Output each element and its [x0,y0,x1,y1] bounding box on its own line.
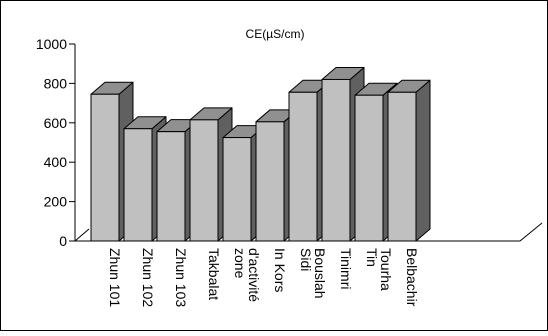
bar [189,107,233,242]
y-tick-label: 1000 [36,36,67,52]
y-tick-label: 800 [44,75,68,91]
x-tick-labels: Zhun 101 Zhun 102 Zhun 103 Takbalat zoned'ac… [107,248,420,307]
x-tick-label: Tin [364,248,380,267]
x-tick-label: Bouslah [312,248,328,299]
y-tick-label: 600 [44,115,68,131]
x-tick-label: Tinimri [338,248,354,289]
bar-front [123,128,153,242]
x-tick-label: Sidi [298,248,314,271]
x-tick-label: In Kors [272,248,288,292]
bars [90,66,431,242]
x-tick-label: Zhun 101 [107,248,123,307]
x-tick-label: zone [232,248,248,279]
bar-front [90,93,120,242]
chart-title: CE(µS/cm) [246,27,305,41]
floor-depth-line [74,228,90,242]
bar-front [288,91,318,242]
y-tick-label: 0 [59,233,67,249]
x-tick-label: Takbalat [206,248,222,300]
x-tick-label: Belbachir [404,248,420,307]
bar-front [255,121,285,242]
bar-front [354,94,384,242]
y-tick-labels: 0 200 400 600 800 1000 [36,36,67,249]
x-tick-label: Zhun 102 [140,248,156,307]
x-tick-label: Zhun 103 [173,248,189,307]
bar-front [156,131,186,242]
bar [387,79,431,242]
y-tick-label: 400 [44,154,68,170]
bar-front [222,137,252,242]
bar-side [415,79,431,242]
x-tick-label: Tourha [378,248,394,291]
bar-front [321,78,351,242]
bar-front [387,91,417,242]
bar-front [189,119,219,242]
x-tick-label: d'activité [246,248,262,302]
y-tick-label: 200 [44,194,68,210]
